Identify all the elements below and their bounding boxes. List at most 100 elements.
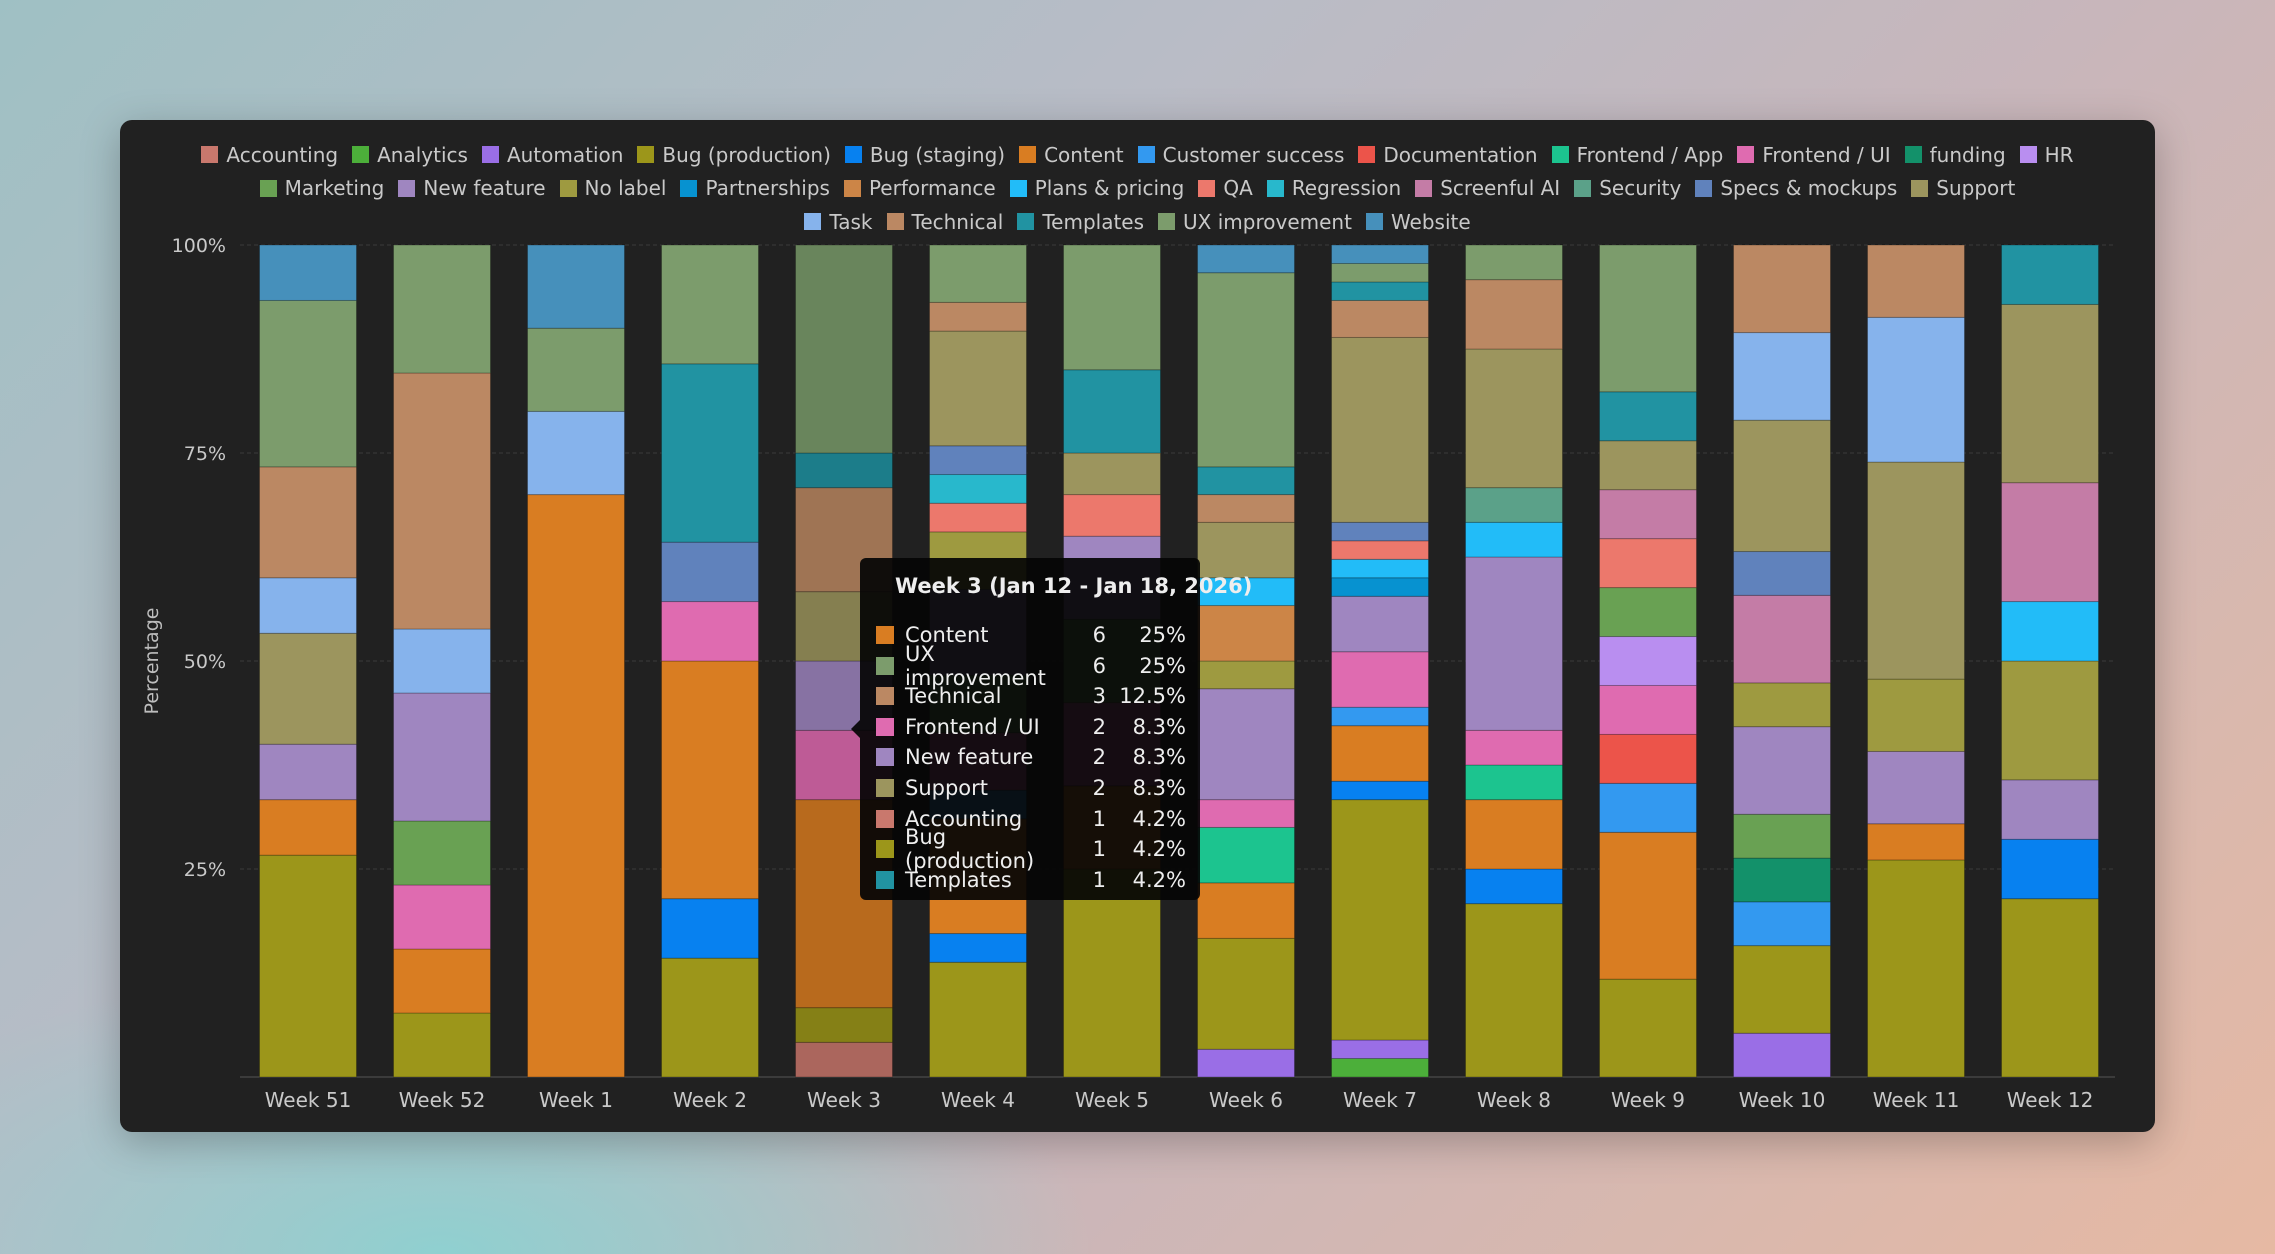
bar-segment-new-feature[interactable] — [1867, 750, 1965, 825]
legend-item-ux-improvement[interactable]: UX improvement — [1158, 210, 1352, 234]
bar-segment-support[interactable] — [2001, 303, 2099, 484]
legend-item-no-label[interactable]: No label — [559, 176, 666, 200]
bar-segment-frontend-ui[interactable] — [1197, 799, 1295, 828]
bar-segment-qa[interactable] — [1063, 494, 1161, 537]
bar-segment-no-label[interactable] — [1197, 660, 1295, 690]
bar-segment-qa[interactable] — [1331, 540, 1429, 560]
bar-segment-screenful-ai[interactable] — [1733, 594, 1831, 684]
legend-item-screenful-ai[interactable]: Screenful AI — [1415, 176, 1560, 200]
bar-segment-website[interactable] — [259, 244, 357, 301]
legend-item-security[interactable]: Security — [1574, 176, 1681, 200]
legend-item-funding[interactable]: funding — [1904, 143, 2006, 167]
bar-segment-automation[interactable] — [1733, 1032, 1831, 1078]
legend-item-marketing[interactable]: Marketing — [259, 176, 384, 200]
bar-segment-task[interactable] — [1733, 332, 1831, 421]
bar-segment-support[interactable] — [1331, 336, 1429, 523]
bar-segment-specs-mockups[interactable] — [661, 541, 759, 603]
bar-segment-content[interactable] — [1331, 725, 1429, 782]
bar-segment-bug-production[interactable] — [393, 1012, 491, 1078]
bar-segment-bug-production[interactable] — [929, 961, 1027, 1078]
bar-segment-website[interactable] — [527, 244, 625, 329]
bar-segment-technical[interactable] — [929, 301, 1027, 332]
bar-segment-support[interactable] — [1465, 348, 1563, 489]
bar-segment-bug-production[interactable] — [1733, 945, 1831, 1034]
bar-segment-frontend-ui[interactable] — [1331, 651, 1429, 708]
bar-segment-analytics[interactable] — [1331, 1058, 1429, 1078]
legend-item-specs-mockups[interactable]: Specs & mockups — [1695, 176, 1897, 200]
bar-segment-bug-production[interactable] — [1599, 978, 1697, 1078]
bar-segment-new-feature[interactable] — [1197, 688, 1295, 801]
bar-segment-customer-success[interactable] — [1331, 706, 1429, 727]
bar-segment-ux-improvement[interactable] — [1599, 244, 1697, 393]
bar-segment-documentation[interactable] — [1599, 733, 1697, 784]
bar-segment-templates[interactable] — [1599, 391, 1697, 442]
bar-segment-new-feature[interactable] — [1733, 726, 1831, 815]
bar-segment-task[interactable] — [393, 628, 491, 694]
bar-segment-screenful-ai[interactable] — [2001, 482, 2099, 603]
bar-segment-templates[interactable] — [1331, 281, 1429, 301]
bar-segment-bug-staging[interactable] — [661, 898, 759, 959]
bar-segment-performance[interactable] — [1197, 605, 1295, 662]
bar-segment-new-feature[interactable] — [259, 743, 357, 801]
legend-item-regression[interactable]: Regression — [1266, 176, 1401, 200]
bar-segment-no-label[interactable] — [2001, 660, 2099, 781]
bar-segment-specs-mockups[interactable] — [929, 445, 1027, 476]
bar-segment-technical[interactable] — [259, 466, 357, 579]
bar-segment-support[interactable] — [929, 330, 1027, 447]
bar-segment-templates[interactable] — [2001, 244, 2099, 305]
bar-segment-frontend-ui[interactable] — [393, 884, 491, 950]
legend-item-performance[interactable]: Performance — [843, 176, 996, 200]
bar-segment-support[interactable] — [1733, 419, 1831, 553]
legend-item-technical[interactable]: Technical — [886, 210, 1003, 234]
legend-item-templates[interactable]: Templates — [1017, 210, 1144, 234]
bar-segment-new-feature[interactable] — [2001, 779, 2099, 840]
bar-segment-bug-staging[interactable] — [2001, 838, 2099, 900]
bar-segment-task[interactable] — [527, 410, 625, 496]
bar-segment-new-feature[interactable] — [393, 692, 491, 822]
bar-segment-no-label[interactable] — [1733, 682, 1831, 728]
bar-segment-frontend-app[interactable] — [1465, 764, 1563, 801]
bar-segment-new-feature[interactable] — [1465, 556, 1563, 731]
bar-segment-technical[interactable] — [1331, 299, 1429, 338]
bar-segment-new-feature[interactable] — [1331, 595, 1429, 653]
bar-segment-ux-improvement[interactable] — [527, 327, 625, 412]
bar-segment-content[interactable] — [1465, 799, 1563, 870]
bar-segment-regression[interactable] — [929, 474, 1027, 504]
bar-segment-marketing[interactable] — [1733, 813, 1831, 859]
bar-segment-templates[interactable] — [795, 452, 893, 489]
bar-segment-bug-staging[interactable] — [929, 933, 1027, 963]
bar-segment-security[interactable] — [1465, 487, 1563, 523]
bar-segment-content[interactable] — [1197, 882, 1295, 939]
bar-segment-frontend-ui[interactable] — [1599, 684, 1697, 735]
bar-segment-content[interactable] — [1599, 831, 1697, 980]
bar-segment-content[interactable] — [1867, 823, 1965, 861]
bar-segment-hr[interactable] — [1599, 636, 1697, 686]
bar-segment-technical[interactable] — [393, 372, 491, 630]
bar-segment-website[interactable] — [1197, 244, 1295, 274]
legend-item-partnerships[interactable]: Partnerships — [680, 176, 830, 200]
legend-item-website[interactable]: Website — [1365, 210, 1471, 234]
bar-segment-ux-improvement[interactable] — [661, 244, 759, 365]
legend-item-documentation[interactable]: Documentation — [1358, 143, 1538, 167]
bar-segment-support[interactable] — [259, 632, 357, 745]
bar-segment-plans-pricing[interactable] — [1197, 577, 1295, 607]
bar-segment-automation[interactable] — [1331, 1039, 1429, 1060]
legend-item-automation[interactable]: Automation — [481, 143, 623, 167]
bar-segment-frontend-ui[interactable] — [661, 601, 759, 662]
bar-segment-ux-improvement[interactable] — [1197, 272, 1295, 468]
bar-segment-automation[interactable] — [1197, 1048, 1295, 1078]
bar-segment-bug-staging[interactable] — [1331, 780, 1429, 801]
bar-segment-plans-pricing[interactable] — [1465, 521, 1563, 558]
bar-segment-technical[interactable] — [1733, 244, 1831, 334]
legend-item-new-feature[interactable]: New feature — [398, 176, 546, 200]
bar-segment-funding[interactable] — [1733, 857, 1831, 903]
bar-segment-content[interactable] — [527, 494, 625, 1078]
legend-item-customer-success[interactable]: Customer success — [1137, 143, 1344, 167]
bar-segment-customer-success[interactable] — [1599, 782, 1697, 833]
bar-segment-support[interactable] — [1197, 521, 1295, 579]
bar-segment-no-label[interactable] — [1867, 678, 1965, 752]
legend-item-bug-staging[interactable]: Bug (staging) — [844, 143, 1005, 167]
legend-item-content[interactable]: Content — [1019, 143, 1124, 167]
bar-segment-specs-mockups[interactable] — [1331, 521, 1429, 542]
legend-item-task[interactable]: Task — [804, 210, 873, 234]
